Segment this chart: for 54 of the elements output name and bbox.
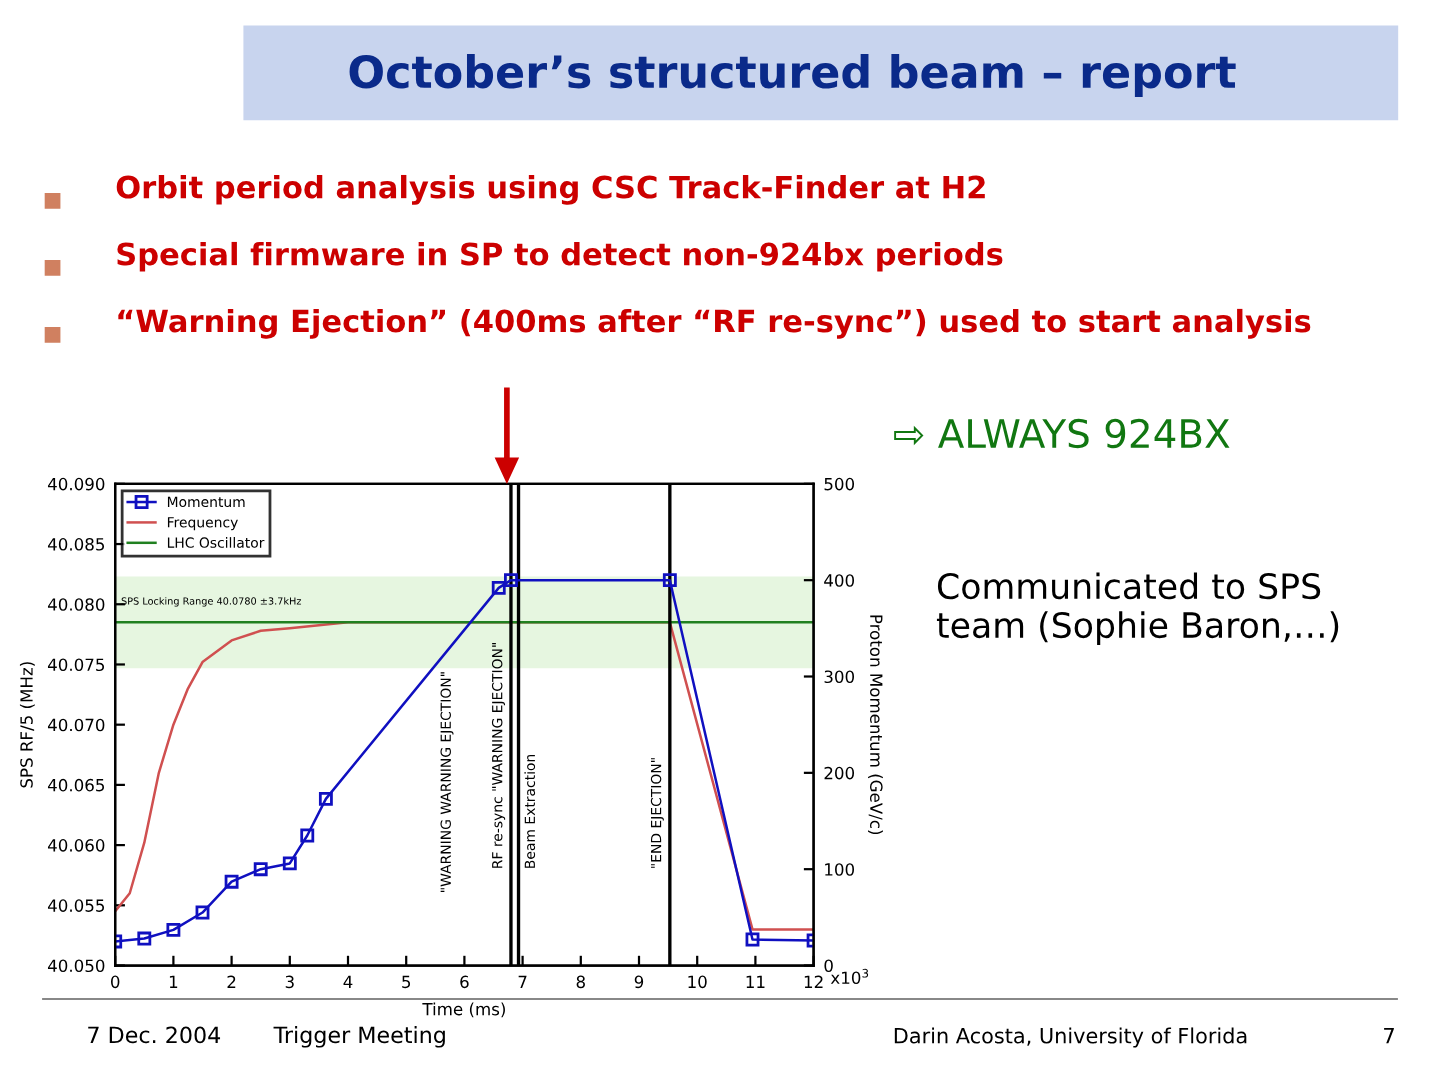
x-tick-label: 9 <box>634 975 644 989</box>
text: Trigger Meeting <box>273 1026 445 1048</box>
point <box>504 573 518 588</box>
y-tick-label: 40.085 <box>47 538 105 551</box>
point <box>253 862 268 877</box>
y-tick-label: 40.080 <box>47 598 105 611</box>
text: 7 <box>1384 1028 1394 1044</box>
x-tick-label: 4 <box>343 975 353 988</box>
point <box>282 856 297 871</box>
y-tick-label: 40.090 <box>47 477 105 491</box>
y-tick-label: 40.070 <box>47 718 105 732</box>
text: x10$^{3}$ <box>830 968 869 985</box>
x-tick-label: 6 <box>460 975 469 989</box>
y2-axis-title: Proton Momentum (GeV/c) <box>868 615 883 835</box>
y2-tick-label: 400 <box>824 574 855 587</box>
point <box>224 874 239 889</box>
y-tick-label: 40.050 <box>47 959 105 973</box>
y2-tick-label: 500 <box>824 477 855 491</box>
text: Darin Acosta, University of Florida <box>894 1027 1247 1048</box>
point <box>491 580 506 595</box>
y2-tick-label: 300 <box>824 670 855 684</box>
x-tick-label: 10 <box>688 975 707 989</box>
text: Special firmware in SP to detect non-924bx periods <box>117 241 1003 272</box>
x-tick-label: 8 <box>576 975 585 989</box>
x-tick-label: 1 <box>169 975 178 988</box>
point <box>137 931 152 946</box>
x-tick-label: 12 <box>804 975 823 988</box>
x-axis-title: Time (ms) <box>422 1002 505 1018</box>
x-tick-label: 5 <box>402 975 411 989</box>
y2-tick-label: 100 <box>825 863 855 876</box>
y-tick-label: 40.065 <box>47 778 105 792</box>
x-tick-label: 0 <box>111 975 120 989</box>
x-tick-label: 3 <box>285 975 294 989</box>
point <box>318 791 333 806</box>
x-tick-label: 11 <box>746 975 765 988</box>
text: Communicated to SPS team (Sophie Baron,…) <box>936 572 1339 645</box>
text: “Warning Ejection” (400ms after “RF re-sync”) used to start analysis <box>118 308 1311 339</box>
y-tick-label: 40.075 <box>47 658 105 672</box>
y2-tick-label: 200 <box>824 766 855 780</box>
chart-title: October’s structured beam – report <box>349 54 1236 98</box>
text: Orbit period analysis using CSC Track-Finder at H2 <box>116 174 985 205</box>
point <box>166 922 181 937</box>
y-tick-label: 40.055 <box>47 899 105 912</box>
y2-tick-label: 0 <box>824 959 833 973</box>
y-tick-label: 40.060 <box>47 839 105 852</box>
x-tick-label: 2 <box>227 975 236 988</box>
text: 7 Dec. 2004 <box>88 1026 221 1044</box>
point <box>745 932 760 947</box>
point <box>195 905 210 920</box>
x-tick-label: 7 <box>518 975 527 988</box>
y-axis-title: SPS RF/5 (MHz) <box>19 662 35 788</box>
point <box>662 573 677 588</box>
point <box>300 828 315 843</box>
text: ⇨ ALWAYS 924BX <box>894 418 1230 449</box>
